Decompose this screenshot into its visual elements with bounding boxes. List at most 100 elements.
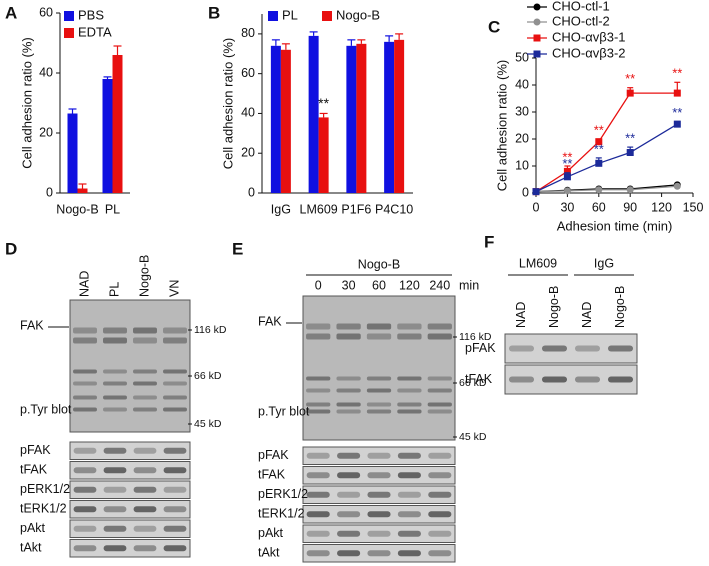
lane-label: 0 [315,278,322,292]
legend-label: EDTA [78,24,112,39]
panel-letter: D [5,239,17,258]
error-bar [385,35,394,42]
x-tick-label: 90 [623,200,637,214]
x-tick-label: 30 [560,200,574,214]
y-tick-label: 0 [248,185,255,199]
lane-label: VN [167,280,181,297]
bar [270,45,281,194]
panel-letter: C [488,17,500,36]
blot-strip [69,500,191,519]
band [306,491,330,498]
point [626,149,634,156]
band [306,472,330,479]
error-bar [395,33,404,40]
band [73,395,97,400]
x-tick-label: PL [105,202,120,216]
band [73,506,97,513]
significance: ** [625,71,635,86]
legend-marker [533,3,541,11]
band [366,323,392,330]
band [103,545,127,552]
band [336,409,361,414]
band [397,376,422,381]
y-tick-label: 60 [39,5,53,19]
significance: ** [625,131,635,146]
legend-swatch [322,11,332,21]
band [337,472,361,479]
band [397,491,421,498]
legend-swatch [64,11,74,21]
point [673,182,681,190]
lane-label: NAD [514,302,528,328]
significance: ** [318,95,329,111]
x-tick-label: P4C10 [375,202,413,216]
band [103,447,127,454]
band [508,376,535,383]
band [163,447,187,454]
line [535,123,678,193]
band [103,369,127,374]
lane-label: 120 [399,278,420,292]
band [427,409,452,414]
x-tick-label: Nogo-B [56,202,98,216]
band [103,337,127,344]
y-tick-label: 80 [241,26,255,40]
band [607,376,634,383]
band [133,545,157,552]
band [73,369,97,374]
band [427,388,452,393]
band [306,323,331,330]
marker-label: 66 kD [194,370,222,382]
bar [308,35,319,193]
blot-strip [302,466,456,485]
point [595,186,603,194]
band [133,369,157,374]
y-tick-label: 30 [515,104,529,118]
significance: ** [562,149,572,164]
band [336,388,361,393]
error-bar [271,39,280,46]
band [133,395,157,400]
point [595,159,603,167]
error-bar [281,43,290,50]
point [532,188,540,196]
lane-label: PL [107,282,121,297]
lane-label: NAD [580,302,594,328]
band [337,511,361,518]
band [133,381,157,386]
group-label: LM609 [519,256,557,270]
blot-image [302,295,456,441]
strip-label: pAkt [20,521,46,535]
x-tick-label: 60 [592,200,606,214]
point [626,186,634,194]
strip-label: tAkt [258,546,280,560]
band [397,530,421,537]
band [73,467,97,474]
band [336,376,361,381]
band [133,467,157,474]
blot-strip [69,441,191,460]
band [508,345,535,352]
blot-strip [302,544,456,563]
band [574,376,601,383]
marker-label: 116 kD [459,331,492,343]
lane-label: Nogo-B [547,286,561,328]
lane-label: Nogo-B [137,255,151,297]
strip-label: tFAK [465,372,493,386]
band [337,530,361,537]
x-tick-label: LM609 [300,202,338,216]
marker-label: 45 kD [194,418,222,430]
blot-image [69,299,191,433]
bar [280,49,291,193]
blot-strip [302,524,456,543]
panel-letter: A [5,3,17,22]
legend-label: CHO-ctl-2 [552,13,610,28]
band [428,511,452,518]
y-axis-label: Cell adhesion ratio (%) [19,37,34,169]
band [428,452,452,459]
band [367,452,391,459]
band [306,402,331,407]
band [541,376,568,383]
strip-label: pAkt [258,526,284,540]
